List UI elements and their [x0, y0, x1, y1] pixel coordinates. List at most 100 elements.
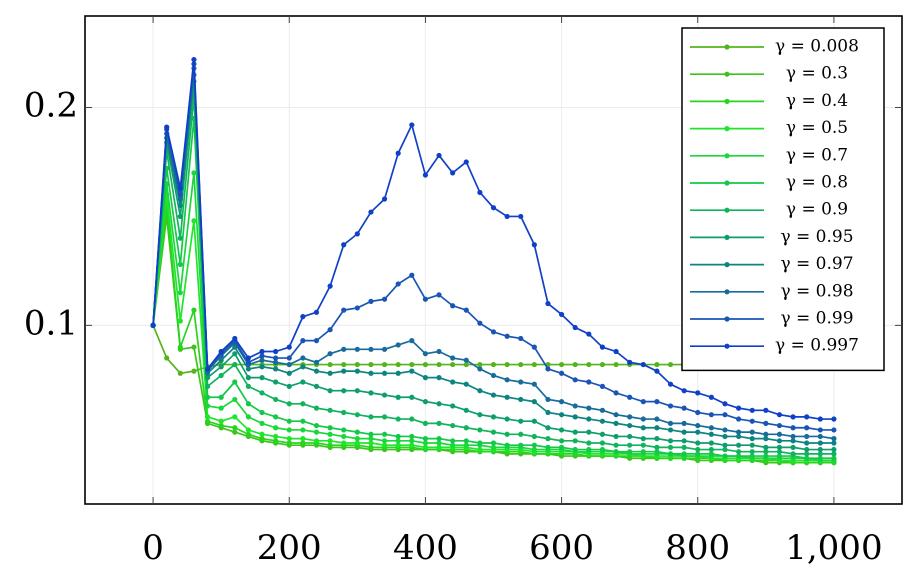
data-point: [640, 416, 646, 422]
data-point: [164, 355, 170, 361]
data-point: [477, 446, 483, 453]
data-point: [232, 335, 238, 342]
data-point: [313, 422, 320, 429]
data-point: [395, 433, 401, 440]
data-point: [613, 449, 619, 455]
data-point: [654, 425, 660, 431]
data-point: [722, 427, 728, 433]
data-point: [354, 368, 360, 374]
data-point: [368, 414, 374, 420]
data-point: [736, 453, 742, 459]
data-point: [613, 442, 619, 448]
data-point: [341, 409, 347, 416]
legend-swatch-dot: [724, 71, 730, 77]
data-point: [327, 370, 333, 376]
data-point: [817, 440, 823, 446]
data-point: [354, 412, 360, 418]
data-point: [259, 431, 265, 437]
data-point: [436, 292, 442, 298]
data-point: [790, 414, 796, 420]
data-point: [273, 366, 279, 372]
data-point: [313, 405, 320, 411]
data-point: [776, 444, 783, 450]
data-point: [177, 318, 183, 324]
y-tick-label: 0.1: [24, 303, 78, 343]
data-point: [341, 307, 347, 313]
data-point: [490, 329, 497, 335]
data-point: [409, 394, 415, 400]
data-point: [790, 438, 796, 444]
data-point: [708, 394, 714, 400]
data-point: [558, 399, 565, 405]
data-point: [245, 414, 251, 420]
data-point: [463, 438, 469, 444]
legend-swatch-dot: [724, 44, 730, 50]
legend-label: γ = 0.5: [786, 118, 848, 138]
data-point: [463, 307, 469, 313]
data-point: [599, 418, 606, 424]
data-point: [381, 370, 388, 376]
data-point: [572, 429, 578, 435]
data-point: [436, 348, 442, 355]
data-point: [681, 444, 687, 450]
data-point: [749, 453, 755, 459]
data-point: [259, 409, 265, 416]
data-point: [177, 344, 183, 350]
data-point: [273, 414, 279, 420]
data-point: [667, 381, 674, 387]
data-point: [831, 440, 837, 446]
data-point: [245, 359, 251, 365]
data-point: [273, 396, 279, 403]
data-point: [477, 366, 483, 372]
data-point: [381, 431, 388, 437]
data-point: [722, 442, 728, 448]
data-point: [708, 440, 714, 446]
data-point: [531, 242, 537, 248]
data-point: [518, 396, 524, 403]
data-point: [286, 344, 292, 350]
data-point: [341, 433, 347, 440]
data-point: [504, 431, 510, 437]
data-point: [763, 436, 769, 442]
data-point: [667, 444, 674, 450]
data-point: [763, 453, 769, 459]
data-point: [804, 440, 810, 446]
data-point: [586, 440, 592, 446]
data-point: [422, 444, 429, 450]
data-point: [409, 368, 415, 374]
data-point: [708, 446, 714, 453]
data-point: [749, 436, 755, 442]
data-point: [313, 368, 320, 374]
legend-label: γ = 0.8: [786, 173, 848, 193]
data-point: [245, 427, 251, 433]
data-point: [490, 361, 497, 368]
data-point: [341, 361, 347, 368]
data-point: [572, 446, 578, 453]
data-point: [831, 446, 837, 453]
data-point: [613, 412, 619, 418]
data-point: [531, 418, 537, 424]
data-point: [436, 436, 442, 442]
legend-swatch-dot: [724, 234, 730, 240]
data-point: [273, 355, 279, 361]
data-point: [409, 272, 415, 278]
data-point: [790, 425, 796, 431]
data-point: [259, 348, 265, 355]
data-point: [436, 420, 442, 426]
data-point: [763, 431, 769, 437]
data-point: [368, 431, 374, 437]
data-point: [313, 429, 320, 435]
data-point: [681, 438, 687, 444]
data-point: [422, 436, 429, 442]
data-point: [572, 438, 578, 444]
data-point: [490, 444, 497, 450]
data-point: [667, 403, 674, 409]
data-point: [191, 307, 197, 313]
data-point: [667, 361, 674, 368]
data-point: [450, 379, 456, 385]
legend-swatch-dot: [724, 289, 730, 295]
data-point: [804, 433, 810, 440]
data-point: [627, 422, 633, 429]
data-point: [286, 440, 292, 446]
data-point: [164, 124, 170, 130]
